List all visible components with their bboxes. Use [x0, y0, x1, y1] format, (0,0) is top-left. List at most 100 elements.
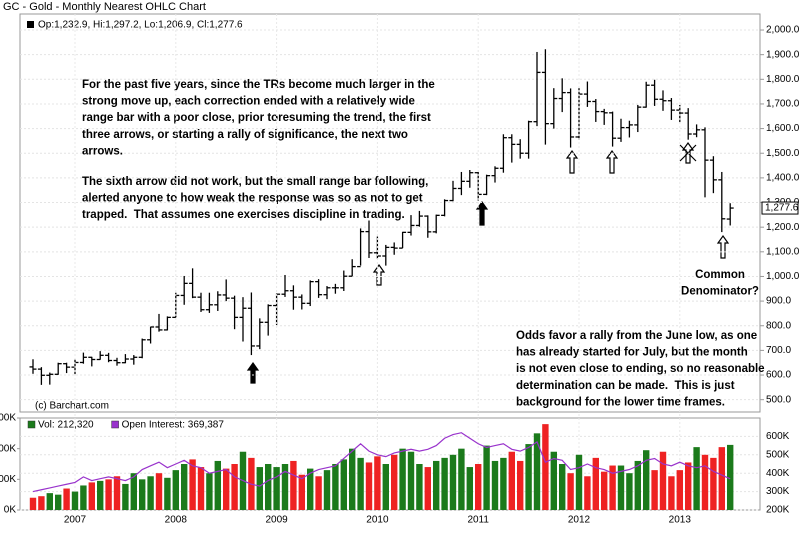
volume-bar [433, 460, 440, 510]
volume-bar [80, 485, 87, 510]
chart-title: GC - Gold - Monthly Nearest OHLC Chart [3, 1, 206, 13]
y-tick-label: 300K [0, 413, 16, 424]
y-tick-label: 1,800.0 [766, 74, 800, 85]
volume-bar [71, 491, 79, 510]
volume-bar [88, 482, 95, 510]
y2-tick-label: 200K [766, 505, 790, 516]
annotation: alerted anyone to how weak the response … [82, 193, 423, 205]
annotation: background for the lower time frames. [516, 396, 725, 408]
volume-bar [508, 451, 515, 510]
volume-bar [349, 448, 356, 510]
arrow [716, 234, 730, 259]
x-tick-label: 2010 [366, 515, 389, 526]
volume-bar [441, 457, 448, 510]
volume-bar [197, 467, 205, 510]
volume-bar [113, 476, 121, 510]
volume-bar [458, 448, 465, 510]
volume-bar [172, 470, 179, 510]
volume-bar [676, 470, 683, 510]
legend-swatch [111, 420, 119, 429]
volume-bar [391, 454, 398, 510]
x-tick-label: 2008 [165, 515, 188, 526]
y2-tick-label: 400K [766, 468, 790, 479]
y2-tick-label: 600K [766, 431, 790, 442]
annotation: strong move up, each correction ended wi… [82, 96, 415, 108]
volume-bar [122, 483, 129, 510]
volume-bar [38, 496, 45, 510]
annotation: Common [695, 269, 745, 281]
volume-bar [105, 479, 112, 510]
volume-bar [147, 476, 154, 510]
y-tick-label: 2,000.0 [766, 25, 800, 36]
volume-bar [643, 450, 650, 510]
legend-label: Open Interest: 369,387 [122, 420, 225, 431]
last-price-box [761, 201, 799, 215]
volume-bar [466, 467, 473, 510]
volume-bar [223, 468, 230, 510]
volume-bar [727, 444, 734, 510]
x-tick-label: 2011 [467, 515, 489, 526]
volume-bar [290, 460, 297, 510]
volume-bar [357, 457, 364, 510]
y-tick-label: 200K [0, 443, 16, 454]
volume-bar [231, 464, 238, 510]
volume-bar [164, 477, 171, 510]
volume-bar [475, 464, 482, 510]
volume-bar [206, 473, 213, 510]
last-price-label: 1,277.6 [765, 203, 799, 214]
annotation: For the past five years, since the TRs b… [82, 79, 435, 91]
annotation: Denominator? [681, 286, 759, 298]
arrow [372, 263, 386, 286]
volume-bar [189, 459, 196, 510]
y-tick-label: 1,900.0 [766, 49, 800, 60]
volume-bar [315, 476, 322, 510]
x-tick-label: 2009 [265, 515, 288, 526]
volume-bar [424, 467, 431, 510]
annotation: determination can be made. This is just [516, 380, 735, 392]
y2-tick-label: 500K [766, 449, 790, 460]
volume-bar [407, 451, 415, 510]
volume-bar [601, 471, 608, 510]
volume-bar [584, 476, 591, 510]
y-tick-label: 1,000.0 [766, 271, 800, 282]
legend-swatch [27, 420, 36, 429]
y-tick-label: 1,100.0 [766, 246, 800, 257]
credit: (c) Barchart.com [35, 401, 109, 412]
y2-tick-label: 300K [766, 486, 790, 497]
arrow [475, 200, 489, 226]
annotation: range bar with a poor close, prior tores… [82, 112, 431, 124]
open-interest-line [32, 432, 731, 493]
y-tick-label: 1,700.0 [766, 99, 800, 110]
y-tick-label: 1,600.0 [766, 123, 800, 134]
volume-bar [307, 468, 314, 510]
volume-bar [559, 464, 566, 510]
volume-bar [332, 464, 339, 510]
x-tick-label: 2013 [669, 515, 692, 526]
y-tick-label: 700.0 [766, 345, 791, 356]
volume-bar [634, 460, 641, 510]
volume-bar [567, 473, 574, 510]
y-tick-label: 500.0 [766, 394, 791, 405]
y-tick-label: 1,500.0 [766, 148, 800, 159]
volume-bar [491, 460, 499, 510]
volume-bar [626, 473, 633, 510]
volume-bar [483, 445, 490, 510]
volume-bar [609, 465, 616, 510]
annotation: Odds favor a rally from the June low, as… [516, 330, 757, 342]
volume-bar [29, 497, 37, 510]
volume-bar [500, 457, 507, 510]
annotation: is not even close to ending, so no reaso… [516, 363, 765, 375]
annotation: trapped. That assumes one exercises disc… [82, 209, 405, 221]
volume-bar [46, 493, 53, 510]
y-tick-label: 1,200.0 [766, 222, 800, 233]
y-tick-label: 0K [4, 505, 17, 516]
volume-bar [365, 462, 373, 510]
volume-bar [265, 464, 272, 510]
ohlc-legend: Op:1,232.9, Hi:1,297.2, Lo:1,206.9, Cl:1… [38, 20, 243, 31]
volume-bar [382, 464, 389, 510]
volume-bar [97, 480, 104, 510]
volume-bar [298, 474, 305, 510]
volume-bar [139, 479, 146, 510]
volume-bar [701, 454, 709, 510]
volume-bar [256, 467, 263, 510]
